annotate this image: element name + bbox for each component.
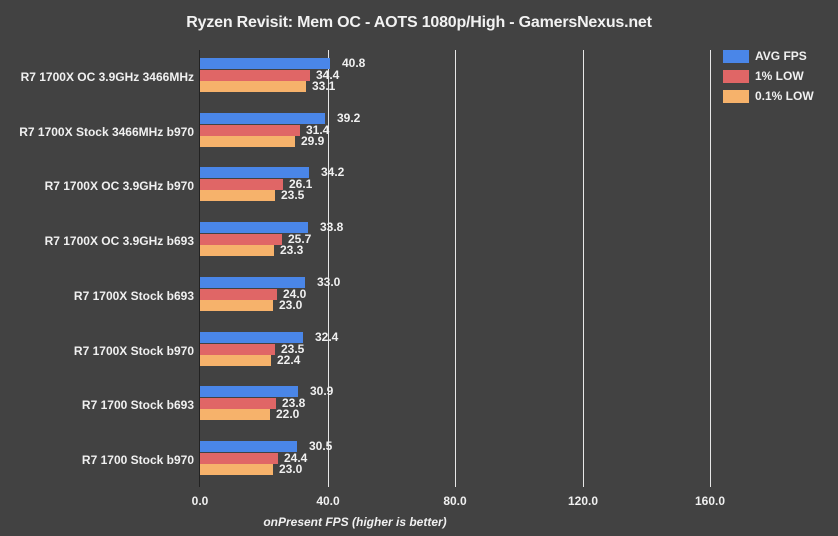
value-label: 33.0	[317, 275, 341, 289]
bar	[200, 464, 273, 475]
x-tick-label: 40.0	[316, 494, 340, 508]
gridline	[583, 50, 584, 487]
x-tick-label: 80.0	[443, 494, 467, 508]
value-label: 33.1	[312, 79, 336, 93]
value-label: 25.7	[288, 231, 312, 246]
legend-swatch-1pct-low	[723, 69, 749, 83]
category-label: R7 1700X Stock b693	[73, 289, 194, 303]
legend-item-1pct-low: 1% LOW	[723, 66, 814, 86]
gridline	[328, 50, 329, 487]
value-label: 34.4	[316, 67, 340, 82]
value-label: 33.8	[320, 220, 344, 234]
bar	[200, 277, 305, 288]
legend-label: 0.1% LOW	[755, 89, 814, 103]
category-label: R7 1700X Stock 3466MHz b970	[19, 125, 194, 139]
value-label: 40.8	[342, 56, 366, 70]
legend-swatch-01pct-low	[723, 89, 749, 103]
bar	[200, 58, 330, 69]
value-label: 23.5	[281, 341, 305, 356]
x-axis-label: onPresent FPS (higher is better)	[263, 515, 447, 529]
value-label: 39.2	[337, 111, 361, 125]
value-label: 26.1	[289, 176, 313, 191]
chart-title: Ryzen Revisit: Mem OC - AOTS 1080p/High …	[186, 14, 652, 31]
value-label: 30.9	[310, 384, 334, 398]
gridline	[710, 50, 711, 487]
bar	[200, 167, 309, 178]
x-tick-label: 0.0	[191, 494, 209, 508]
bar	[200, 288, 277, 300]
category-label: R7 1700X OC 3.9GHz b970	[44, 179, 194, 193]
legend-label: 1% LOW	[755, 69, 804, 83]
category-label: R7 1700X OC 3.9GHz b693	[44, 234, 194, 248]
bar	[200, 178, 283, 190]
value-label: 23.5	[281, 188, 305, 202]
bar	[200, 245, 274, 256]
legend-item-avg-fps: AVG FPS	[723, 46, 814, 66]
bar-group: R7 1700 Stock b970 30.5 24.4 23.0	[0, 439, 838, 481]
bar-group: R7 1700X Stock b970 32.4 23.5 22.4	[0, 330, 838, 372]
bar	[200, 222, 308, 233]
value-label: 34.2	[321, 165, 345, 179]
category-label: R7 1700X Stock b970	[73, 344, 194, 358]
bar	[200, 136, 295, 147]
bar	[200, 386, 298, 397]
bar-group: R7 1700X Stock 3466MHz b970 39.2 31.4 29.9	[0, 111, 838, 153]
gridline	[455, 50, 456, 487]
value-label: 31.4	[306, 122, 330, 137]
y-axis-line	[199, 50, 200, 487]
bar	[200, 452, 278, 464]
bar	[200, 343, 275, 355]
bar	[200, 69, 310, 81]
bar	[200, 355, 271, 366]
bar	[200, 300, 273, 311]
legend-item-01pct-low: 0.1% LOW	[723, 86, 814, 106]
bar	[200, 332, 303, 343]
category-label: R7 1700 Stock b970	[81, 453, 194, 467]
category-label: R7 1700 Stock b693	[81, 398, 194, 412]
x-tick-label: 120.0	[567, 494, 599, 508]
legend: AVG FPS 1% LOW 0.1% LOW	[723, 46, 814, 106]
bar	[200, 124, 300, 136]
bar	[200, 190, 275, 201]
bar	[200, 441, 297, 452]
value-label: 24.0	[283, 286, 307, 301]
value-label: 23.0	[279, 298, 303, 312]
value-label: 32.4	[315, 330, 339, 344]
legend-swatch-avg-fps	[723, 49, 749, 63]
bar	[200, 409, 270, 420]
bar	[200, 81, 306, 92]
bar	[200, 233, 282, 245]
value-label: 23.0	[279, 462, 303, 476]
bar-group: R7 1700X OC 3.9GHz b970 34.2 26.1 23.5	[0, 165, 838, 207]
value-label: 22.4	[277, 353, 301, 367]
bar	[200, 397, 276, 409]
bar-group: R7 1700 Stock b693 30.9 23.8 22.0	[0, 384, 838, 426]
bar-group: R7 1700X OC 3.9GHz b693 33.8 25.7 23.3	[0, 220, 838, 262]
bar-group: R7 1700X Stock b693 33.0 24.0 23.0	[0, 275, 838, 317]
value-label: 30.5	[309, 439, 333, 453]
value-label: 23.3	[280, 243, 304, 257]
value-label: 23.8	[282, 395, 306, 410]
legend-label: AVG FPS	[755, 49, 807, 63]
bar-group: R7 1700X OC 3.9GHz 3466MHz 40.8 34.4 33.1	[0, 56, 838, 98]
category-label: R7 1700X OC 3.9GHz 3466MHz	[20, 70, 194, 84]
value-label: 22.0	[276, 407, 300, 421]
value-label: 24.4	[284, 450, 308, 465]
value-label: 29.9	[301, 134, 325, 148]
bar	[200, 113, 325, 124]
x-tick-label: 160.0	[694, 494, 726, 508]
